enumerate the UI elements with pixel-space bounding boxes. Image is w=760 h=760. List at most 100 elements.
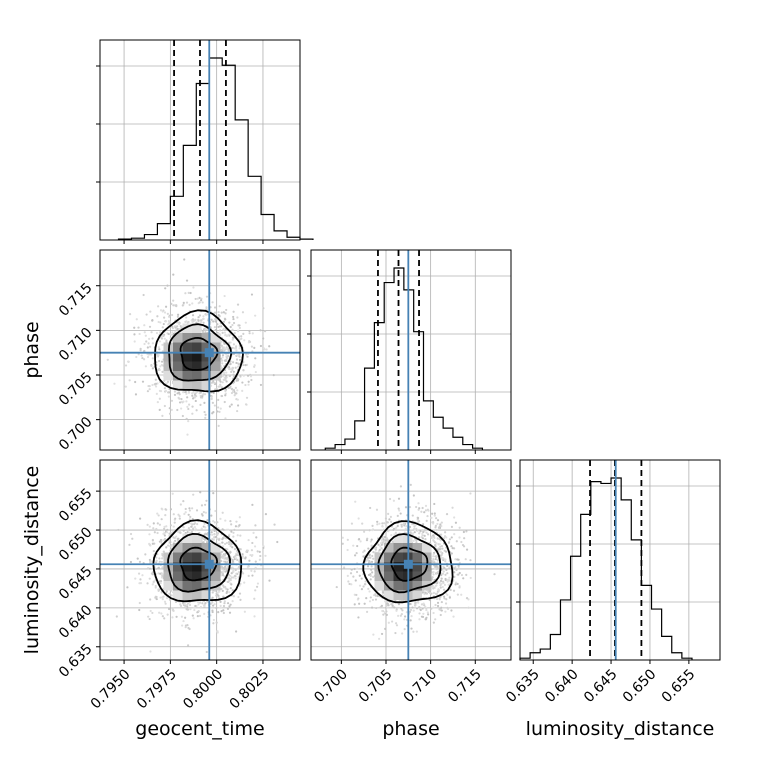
sample-point xyxy=(148,567,152,570)
sample-point xyxy=(229,519,232,523)
sample-point xyxy=(138,608,141,612)
sample-point xyxy=(370,606,374,609)
sample-point xyxy=(373,547,376,550)
sample-point xyxy=(442,581,445,584)
sample-point xyxy=(365,597,368,600)
sample-point xyxy=(446,572,449,575)
density-cell xyxy=(201,333,211,343)
sample-point xyxy=(221,589,224,592)
sample-point xyxy=(262,546,265,550)
sample-point xyxy=(216,410,219,413)
sample-point xyxy=(226,347,229,350)
sample-point xyxy=(230,572,233,575)
sample-point xyxy=(106,358,109,361)
sample-point xyxy=(164,389,168,392)
histogram-step-line xyxy=(519,477,693,660)
sample-point xyxy=(456,558,459,561)
sample-point xyxy=(161,343,164,346)
sample-point xyxy=(248,559,251,562)
sample-point xyxy=(239,582,242,585)
sample-point xyxy=(228,321,231,324)
sample-point xyxy=(163,617,166,620)
sample-point xyxy=(201,514,204,517)
sample-point xyxy=(155,595,158,599)
sample-point xyxy=(370,565,373,568)
sample-point xyxy=(236,534,239,537)
sample-point xyxy=(391,602,394,605)
density-cell xyxy=(163,571,173,581)
sample-point xyxy=(133,326,136,329)
sample-point xyxy=(197,610,200,613)
sample-point xyxy=(418,532,421,535)
sample-point xyxy=(445,512,449,516)
sample-point xyxy=(462,530,465,534)
sample-point xyxy=(370,568,373,571)
sample-point xyxy=(158,580,161,583)
sample-point xyxy=(233,548,237,551)
sample-point xyxy=(222,545,225,548)
density-cell xyxy=(163,352,173,362)
sample-point xyxy=(154,584,157,588)
sample-point xyxy=(225,541,228,545)
sample-point xyxy=(383,535,387,539)
sample-point xyxy=(188,403,191,406)
sample-point xyxy=(341,536,344,539)
sample-point xyxy=(241,311,245,314)
sample-point xyxy=(230,403,233,406)
sample-point xyxy=(224,585,227,589)
sample-point xyxy=(232,569,235,572)
sample-point xyxy=(194,604,197,608)
sample-point xyxy=(136,557,139,560)
density-cell xyxy=(192,590,202,600)
sample-point xyxy=(426,533,430,536)
sample-point xyxy=(225,334,228,338)
sample-point xyxy=(161,508,164,511)
sample-point xyxy=(159,331,162,334)
sample-point xyxy=(387,621,390,624)
sample-point xyxy=(156,400,159,404)
sample-point xyxy=(195,391,199,394)
sample-point xyxy=(236,398,239,401)
sample-point xyxy=(383,611,387,614)
sample-point xyxy=(141,574,144,577)
sample-point xyxy=(232,373,235,376)
sample-point xyxy=(440,573,443,577)
sample-point xyxy=(220,340,223,343)
sample-point xyxy=(374,548,377,551)
sample-point xyxy=(181,624,184,627)
sample-point xyxy=(451,546,454,550)
sample-point xyxy=(216,521,219,524)
sample-point xyxy=(162,532,165,536)
panel-frame xyxy=(99,249,301,451)
sample-point xyxy=(146,346,149,349)
sample-point xyxy=(435,542,438,545)
sample-point xyxy=(446,593,449,596)
sample-point xyxy=(157,320,160,324)
sample-point xyxy=(369,506,372,510)
sample-point xyxy=(467,598,470,601)
sample-point xyxy=(391,604,394,607)
sample-point xyxy=(211,596,214,599)
sample-point xyxy=(211,601,214,604)
sample-point xyxy=(430,607,433,610)
sample-point xyxy=(232,576,235,579)
sample-point xyxy=(149,544,152,547)
sample-point xyxy=(432,621,435,624)
sample-point xyxy=(368,554,371,557)
sample-point xyxy=(167,544,170,547)
sample-point xyxy=(202,511,205,514)
sample-point xyxy=(440,521,443,524)
sample-point xyxy=(169,508,172,511)
sample-point xyxy=(218,410,221,413)
sample-point xyxy=(229,325,232,329)
sample-point xyxy=(167,391,170,394)
sample-point xyxy=(415,630,418,633)
sample-point xyxy=(197,316,200,319)
sample-point xyxy=(204,503,207,506)
sample-point xyxy=(412,494,415,497)
sample-point xyxy=(236,389,239,392)
sample-point xyxy=(403,628,406,631)
sample-point xyxy=(178,517,181,520)
sample-point xyxy=(155,597,158,601)
sample-point xyxy=(199,403,202,406)
